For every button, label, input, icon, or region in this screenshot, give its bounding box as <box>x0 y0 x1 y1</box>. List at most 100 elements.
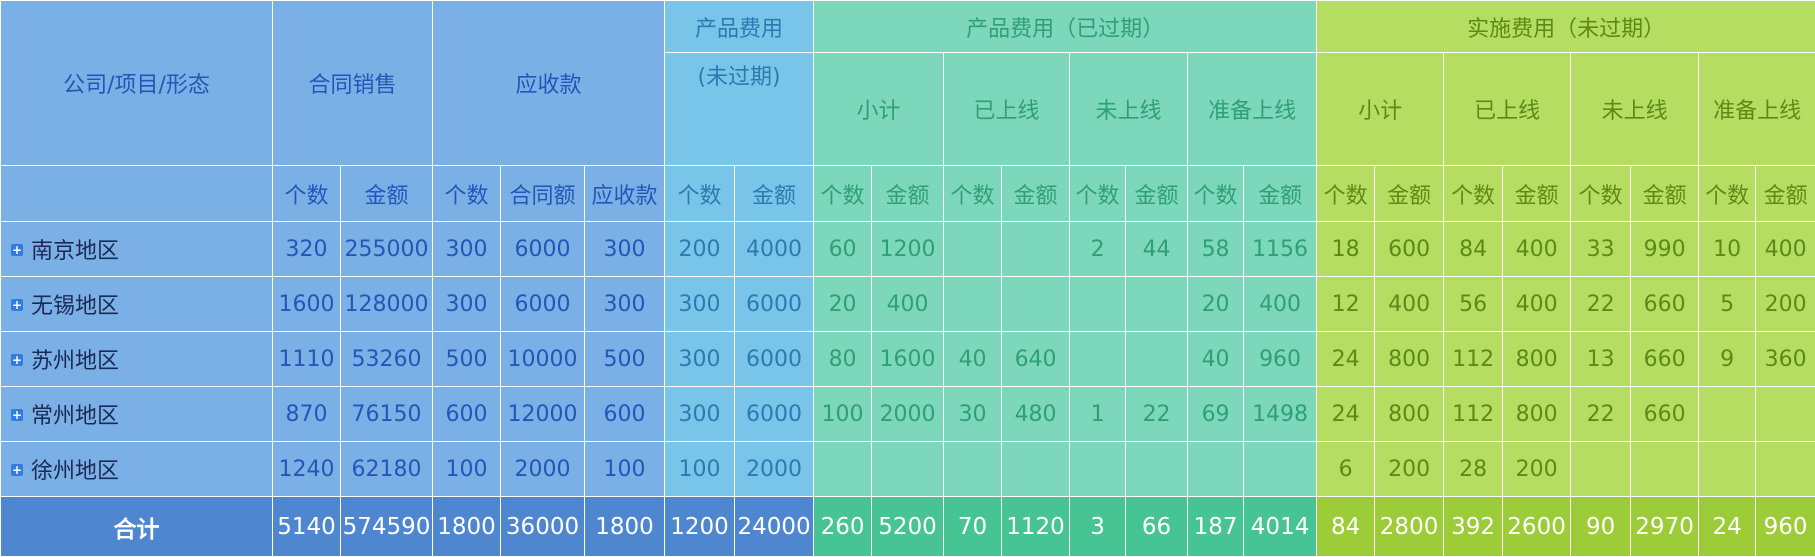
column-header: 个数 <box>1699 166 1756 222</box>
table-cell: 200 <box>1375 442 1444 497</box>
corner-spacer <box>1 166 273 222</box>
column-header: 金额 <box>1503 166 1571 222</box>
sub-header: 已上线 <box>1444 53 1571 166</box>
impl-unexpired-header: 实施费用（未过期） <box>1317 1 1815 53</box>
column-header: 个数 <box>944 166 1002 222</box>
column-header: 个数 <box>814 166 872 222</box>
table-cell: 200 <box>1756 277 1815 332</box>
table-cell <box>1571 442 1631 497</box>
table-cell: 6000 <box>735 332 814 387</box>
table-cell: 53260 <box>341 332 433 387</box>
table-cell: 60 <box>814 222 872 277</box>
sub-header: 准备上线 <box>1699 53 1815 166</box>
plus-square-icon[interactable]: + <box>11 464 23 476</box>
column-header: 金额 <box>1244 166 1317 222</box>
contract-sales-header: 合同销售 <box>273 1 433 166</box>
table-cell: 100 <box>814 387 872 442</box>
total-cell: 84 <box>1317 497 1375 557</box>
total-label: 合计 <box>1 497 273 557</box>
table-cell: 400 <box>1756 222 1815 277</box>
column-header: 个数 <box>665 166 735 222</box>
table-cell: 80 <box>814 332 872 387</box>
table-cell <box>1070 442 1126 497</box>
table-cell <box>1188 442 1244 497</box>
table-cell: 76150 <box>341 387 433 442</box>
table-cell: 6000 <box>501 277 585 332</box>
table-cell <box>1244 442 1317 497</box>
table-cell: 800 <box>1503 387 1571 442</box>
table-cell: 500 <box>585 332 665 387</box>
table-cell: 960 <box>1244 332 1317 387</box>
column-header: 个数 <box>1571 166 1631 222</box>
table-cell: 870 <box>273 387 341 442</box>
corner-header: 公司/项目/形态 <box>1 1 273 166</box>
table-cell <box>1699 442 1756 497</box>
table-cell: 300 <box>585 277 665 332</box>
table-cell: 2000 <box>501 442 585 497</box>
table-cell: 58 <box>1188 222 1244 277</box>
total-cell: 2970 <box>1631 497 1699 557</box>
total-cell: 5200 <box>872 497 944 557</box>
table-cell: 400 <box>1244 277 1317 332</box>
table-cell: 1110 <box>273 332 341 387</box>
table-cell: 62180 <box>341 442 433 497</box>
table-cell <box>872 442 944 497</box>
column-header: 个数 <box>1188 166 1244 222</box>
table-cell: 5 <box>1699 277 1756 332</box>
table-cell: 300 <box>433 277 501 332</box>
column-header: 金额 <box>735 166 814 222</box>
table-cell: 300 <box>665 332 735 387</box>
region-name: 苏州地区 <box>31 349 119 374</box>
table-cell: 100 <box>585 442 665 497</box>
table-cell: 1156 <box>1244 222 1317 277</box>
total-cell: 260 <box>814 497 872 557</box>
product-expired-header: 产品费用（已过期） <box>814 1 1317 53</box>
table-cell: 24 <box>1317 387 1375 442</box>
table-cell: 1498 <box>1244 387 1317 442</box>
region-cell: + 苏州地区 <box>1 332 273 387</box>
table-cell: 255000 <box>341 222 433 277</box>
table-cell <box>944 277 1002 332</box>
table-cell: 500 <box>433 332 501 387</box>
table-cell: 2000 <box>872 387 944 442</box>
table-cell: 6000 <box>735 277 814 332</box>
sub-header: 准备上线 <box>1188 53 1317 166</box>
table-cell: 1240 <box>273 442 341 497</box>
column-header: 金额 <box>1756 166 1815 222</box>
table-cell: 69 <box>1188 387 1244 442</box>
table-cell: 128000 <box>341 277 433 332</box>
table-cell <box>944 442 1002 497</box>
table-cell: 22 <box>1571 387 1631 442</box>
table-cell <box>1002 442 1070 497</box>
plus-square-icon[interactable]: + <box>11 409 23 421</box>
total-cell: 5140 <box>273 497 341 557</box>
table-cell: 12 <box>1317 277 1375 332</box>
column-header: 金额 <box>1375 166 1444 222</box>
table-cell <box>1756 442 1815 497</box>
total-cell: 392 <box>1444 497 1503 557</box>
table-cell: 1600 <box>872 332 944 387</box>
plus-square-icon[interactable]: + <box>11 244 23 256</box>
column-header: 金额 <box>1002 166 1070 222</box>
plus-square-icon[interactable]: + <box>11 299 23 311</box>
table-cell: 33 <box>1571 222 1631 277</box>
total-cell: 36000 <box>501 497 585 557</box>
table-cell: 6000 <box>735 387 814 442</box>
table-cell: 400 <box>872 277 944 332</box>
column-header: 个数 <box>1070 166 1126 222</box>
plus-square-icon[interactable]: + <box>11 354 23 366</box>
column-header: 个数 <box>1444 166 1503 222</box>
table-cell: 640 <box>1002 332 1070 387</box>
table-cell <box>1126 332 1188 387</box>
column-header: 个数 <box>273 166 341 222</box>
total-cell: 1800 <box>585 497 665 557</box>
receivable-header: 应收款 <box>433 1 665 166</box>
table-cell: 100 <box>665 442 735 497</box>
region-cell: +徐州地区 <box>1 442 273 497</box>
